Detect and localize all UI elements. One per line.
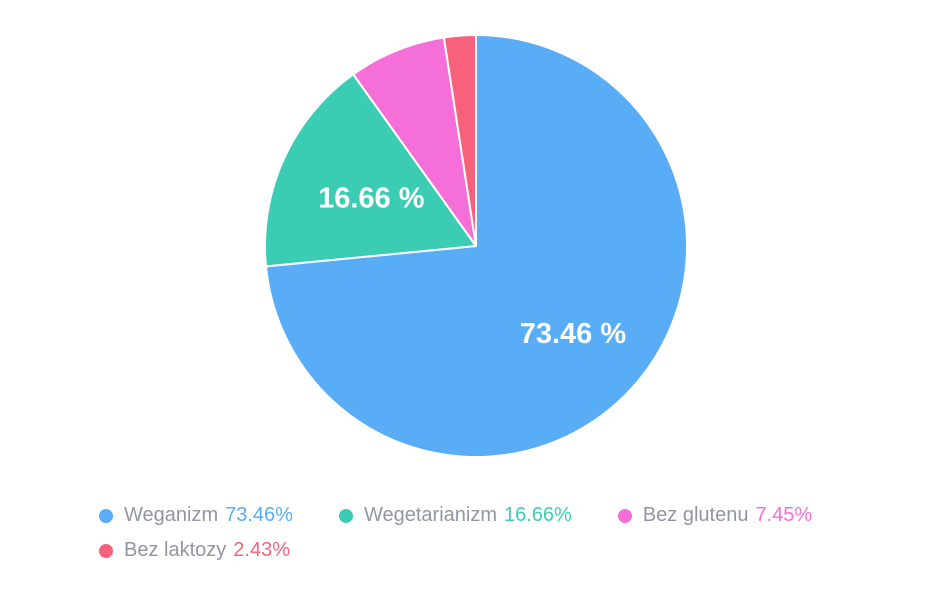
legend-swatch-wegetarianizm (338, 508, 353, 523)
slice-label-weganizm: 73.46 % (520, 318, 627, 350)
legend-label-weganizm: Weganizm (124, 504, 219, 526)
pie-chart: 73.46 % 16.66 % (264, 33, 688, 458)
legend-value-bez-laktozy: 2.43% (233, 539, 290, 561)
legend-swatch-bez-glutenu (617, 508, 632, 523)
legend-value-weganizm: 73.46% (225, 504, 293, 526)
legend-item-wegetarianizm[interactable]: Wegetarianizm 16.66% (338, 503, 572, 528)
legend: Weganizm 73.46% Wegetarianizm 16.66% Bez… (99, 503, 911, 563)
legend-item-bez-glutenu[interactable]: Bez glutenu 7.45% (617, 503, 813, 528)
legend-label-bez-glutenu: Bez glutenu (642, 504, 749, 526)
legend-item-weganizm[interactable]: Weganizm 73.46% (99, 503, 293, 528)
pie-slice-wegetarianizm[interactable] (264, 73, 477, 268)
legend-swatch-weganizm (99, 508, 113, 523)
legend-label-bez-laktozy: Bez laktozy (124, 539, 227, 561)
pie-slice-bez-laktozy[interactable] (442, 33, 477, 247)
legend-swatch-bez-laktozy (99, 543, 113, 558)
legend-value-bez-glutenu: 7.45% (755, 504, 813, 526)
legend-item-bez-laktozy[interactable]: Bez laktozy 2.43% (99, 538, 290, 563)
legend-label-wegetarianizm: Wegetarianizm (363, 504, 497, 526)
legend-value-wegetarianizm: 16.66% (504, 504, 572, 526)
pie-slice-bez-glutenu[interactable] (352, 36, 477, 247)
slice-label-wegetarianizm: 16.66 % (318, 182, 425, 214)
